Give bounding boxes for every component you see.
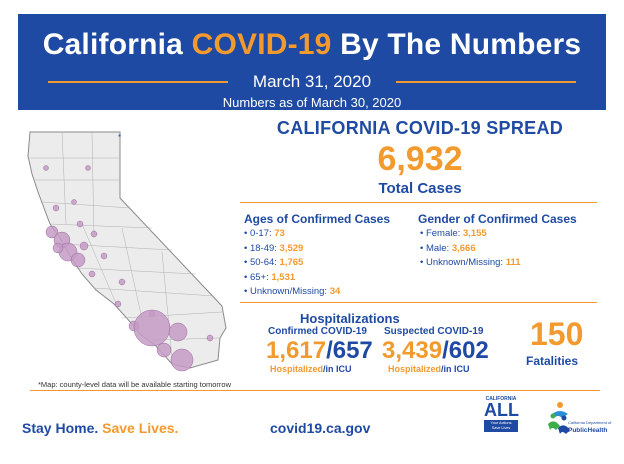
spread-divider <box>240 202 597 203</box>
list-item: Unknown/Missing: 34 <box>244 285 340 300</box>
case-bubble <box>206 334 214 342</box>
california-all-logo: CALIFORNIA ALL Your Actions Save Lives <box>484 396 519 444</box>
ages-list: 0-17: 73 18-49: 3,529 50-64: 1,765 65+: … <box>244 227 340 300</box>
case-bubble <box>170 348 194 372</box>
ca-all-top-text: CALIFORNIA <box>485 396 517 402</box>
county-lines <box>30 131 223 359</box>
list-item: Female: 3,155 <box>420 227 521 242</box>
ca-all-badge: Your Actions Save Lives <box>484 420 518 432</box>
total-cases-label: Total Cases <box>378 180 462 197</box>
case-bubble <box>168 322 188 342</box>
case-bubble <box>90 230 98 238</box>
case-bubbles <box>43 165 214 372</box>
header-banner: California COVID-19 By The Numbers March… <box>18 14 606 110</box>
hospitalizations-title: Hospitalizations <box>300 311 400 326</box>
confirmed-footnote: Hospitalized/in ICU <box>270 364 352 374</box>
case-bubble <box>45 225 59 239</box>
suspected-values: 3,439/602 <box>382 337 489 364</box>
ages-title: Ages of Confirmed Cases <box>244 212 391 226</box>
header-rule-right <box>396 81 576 83</box>
footer-slogan: Stay Home. Save Lives. <box>22 420 179 436</box>
case-bubble <box>43 165 49 171</box>
list-item: Male: 3,666 <box>420 242 521 257</box>
case-bubble <box>79 241 89 251</box>
suspected-label: Suspected COVID-19 <box>384 326 484 337</box>
list-item: 50-64: 1,765 <box>244 256 340 271</box>
list-item: 18-49: 3,529 <box>244 242 340 257</box>
confirmed-label: Confirmed COVID-19 <box>268 326 367 337</box>
ca-all-word: ALL <box>484 400 519 420</box>
header-rule-left <box>48 81 228 83</box>
list-item: 0-17: 73 <box>244 227 340 242</box>
cdph-figures-icon <box>548 402 570 434</box>
case-bubble <box>52 204 60 212</box>
case-bubble <box>52 242 64 254</box>
website-link[interactable]: covid19.ca.gov <box>270 420 371 436</box>
case-bubble <box>85 165 91 171</box>
header-subtitle: Numbers as of March 30, 2020 <box>222 95 402 110</box>
case-bubble <box>114 300 122 308</box>
list-item: Unknown/Missing: 111 <box>420 256 521 271</box>
case-bubble <box>100 252 108 260</box>
fatalities-label: Fatalities <box>526 354 579 368</box>
case-bubble <box>118 278 126 286</box>
case-bubble <box>133 309 171 347</box>
cdph-small-text: California Department of <box>568 420 612 425</box>
footer-divider <box>30 390 600 391</box>
hosp-divider <box>240 302 597 303</box>
total-cases-value: 6,932 <box>377 140 463 178</box>
cdph-logo: California Department of PublicHealth <box>546 398 612 442</box>
gender-list: Female: 3,155 Male: 3,666 Unknown/Missin… <box>420 227 521 271</box>
fatalities-value: 150 <box>530 316 584 352</box>
header-date: March 31, 2020 <box>252 72 372 91</box>
suspected-footnote: Hospitalized/in ICU <box>388 364 470 374</box>
map-footnote: *Map: county-level data will be availabl… <box>38 380 232 389</box>
spread-title: CALIFORNIA COVID-19 SPREAD <box>276 118 564 138</box>
cdph-name: PublicHealth <box>568 427 608 434</box>
page-title: California COVID-19 By The Numbers <box>42 28 582 61</box>
list-item: 65+: 1,531 <box>244 271 340 286</box>
case-bubble <box>71 199 77 205</box>
confirmed-values: 1,617/657 <box>266 337 373 364</box>
gender-title: Gender of Confirmed Cases <box>418 212 577 226</box>
map-asterisk: * <box>118 133 121 142</box>
case-bubble <box>88 270 96 278</box>
california-county-map: * <box>27 131 227 372</box>
case-bubble <box>156 342 172 358</box>
case-bubble <box>76 220 84 228</box>
case-bubble <box>70 252 86 268</box>
